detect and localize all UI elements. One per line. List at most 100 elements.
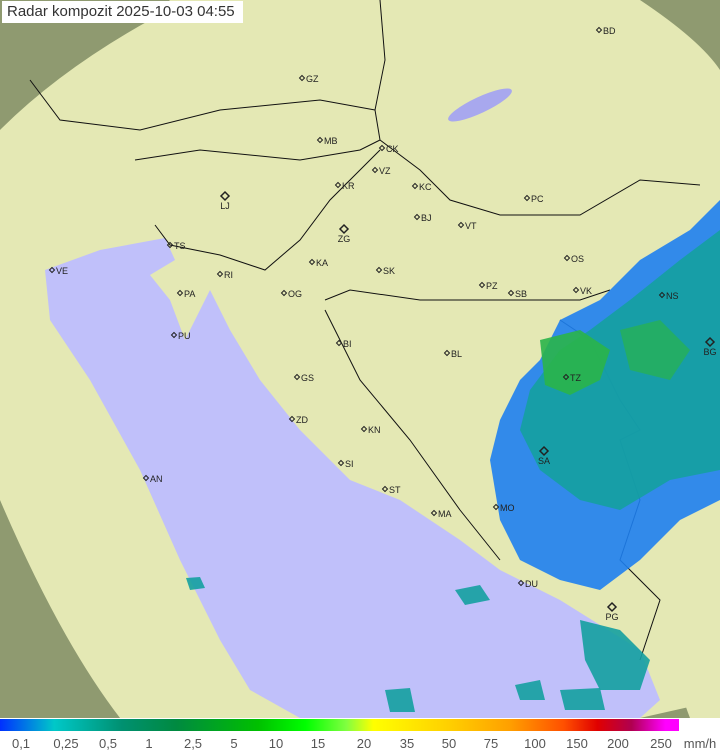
city-gz[interactable]: GZ [298,74,320,84]
city-marker-icon [517,579,525,587]
city-sa[interactable]: SA [538,445,550,466]
city-ts[interactable]: TS [166,241,186,251]
city-kr[interactable]: KR [334,181,356,191]
city-marker-icon [219,190,231,202]
city-bl[interactable]: BL [443,349,463,359]
city-st[interactable]: ST [381,485,402,495]
city-marker-icon [48,266,56,274]
city-zg[interactable]: ZG [338,223,351,244]
city-an[interactable]: AN [142,474,163,484]
city-label: SI [345,459,354,469]
legend-label: 250 [650,736,672,751]
city-ri[interactable]: RI [216,270,234,280]
city-label: DU [525,579,538,589]
precipitation-echo [540,330,610,395]
city-vt[interactable]: VT [457,221,478,231]
city-si[interactable]: SI [337,459,354,469]
city-marker-icon [176,289,184,297]
city-kn[interactable]: KN [360,425,381,435]
city-marker-icon [492,503,500,511]
city-tz[interactable]: TZ [562,373,582,383]
city-label: OS [571,254,584,264]
city-pz[interactable]: PZ [478,281,499,291]
legend-label: 200 [607,736,629,751]
city-label: BI [343,339,352,349]
precipitation-echo [620,320,690,380]
city-marker-icon [523,194,531,202]
city-du[interactable]: DU [517,579,539,589]
legend-label: 5 [230,736,238,751]
legend-label: 100 [524,736,546,751]
city-ck[interactable]: CK [378,144,399,154]
legend-label: 2,5 [183,736,203,751]
city-label: ZG [338,234,351,244]
city-vz[interactable]: VZ [371,166,392,176]
city-label: VZ [379,166,391,176]
city-label: MB [324,136,338,146]
city-bi[interactable]: BI [335,339,352,349]
city-ka[interactable]: KA [308,258,329,268]
city-label: TS [174,241,186,251]
precipitation-echo [520,230,720,510]
legend-label: 0,25 [53,736,79,751]
city-marker-icon [308,258,316,266]
city-label: KA [316,258,328,268]
legend-label: 0,1 [11,736,31,751]
city-gs[interactable]: GS [293,373,315,383]
city-marker-icon [507,289,515,297]
city-label: MO [500,503,515,513]
city-label: NS [666,291,679,301]
city-mo[interactable]: MO [492,503,515,513]
city-bd[interactable]: BD [595,26,617,36]
city-pc[interactable]: PC [523,194,545,204]
legend-label: 0,5 [98,736,118,751]
city-lj[interactable]: LJ [219,190,231,211]
city-label: KR [342,181,355,191]
legend-label: 50 [441,736,457,751]
city-pa[interactable]: PA [176,289,196,299]
city-marker-icon [170,331,178,339]
city-marker-icon [298,74,306,82]
city-bj[interactable]: BJ [413,213,432,223]
city-label: LJ [220,201,230,211]
city-label: BL [451,349,462,359]
city-marker-icon [658,291,666,299]
city-label: GS [301,373,314,383]
city-marker-icon [704,336,716,348]
city-ve[interactable]: VE [48,266,69,276]
city-label: CK [386,144,399,154]
city-marker-icon [562,373,570,381]
city-ma[interactable]: MA [430,509,452,519]
city-pu[interactable]: PU [170,331,191,341]
city-mb[interactable]: MB [316,136,338,146]
city-og[interactable]: OG [280,289,303,299]
city-bg[interactable]: BG [703,336,717,357]
city-kc[interactable]: KC [411,182,433,192]
city-marker-icon [538,445,550,457]
city-label: BG [703,347,716,357]
city-ns[interactable]: NS [658,291,679,301]
city-sb[interactable]: SB [507,289,528,299]
legend-label: 15 [310,736,326,751]
sea-adriatic [45,238,660,718]
city-zd[interactable]: ZD [288,415,309,425]
city-marker-icon [595,26,603,34]
map-title: Radar kompozit 2025-10-03 04:55 [2,1,243,23]
city-os[interactable]: OS [563,254,585,264]
city-marker-icon [371,166,379,174]
city-marker-icon [375,266,383,274]
precipitation-echo [580,620,650,690]
city-vk[interactable]: VK [572,286,593,296]
lake-balaton [448,88,512,122]
city-sk[interactable]: SK [375,266,396,276]
radar-map[interactable]: BD GZ MB CK VZ KR KC PC LJ BJ VT TS ZG OS VE KA SK RI PA OG… [0,0,720,718]
city-marker-icon [413,213,421,221]
city-pg[interactable]: PG [605,601,619,622]
city-label: VK [580,286,592,296]
city-label: BD [603,26,616,36]
legend-label: 150 [566,736,588,751]
city-marker-icon [288,415,296,423]
city-label: KN [368,425,381,435]
city-marker-icon [337,459,345,467]
precipitation-echo [515,680,545,700]
